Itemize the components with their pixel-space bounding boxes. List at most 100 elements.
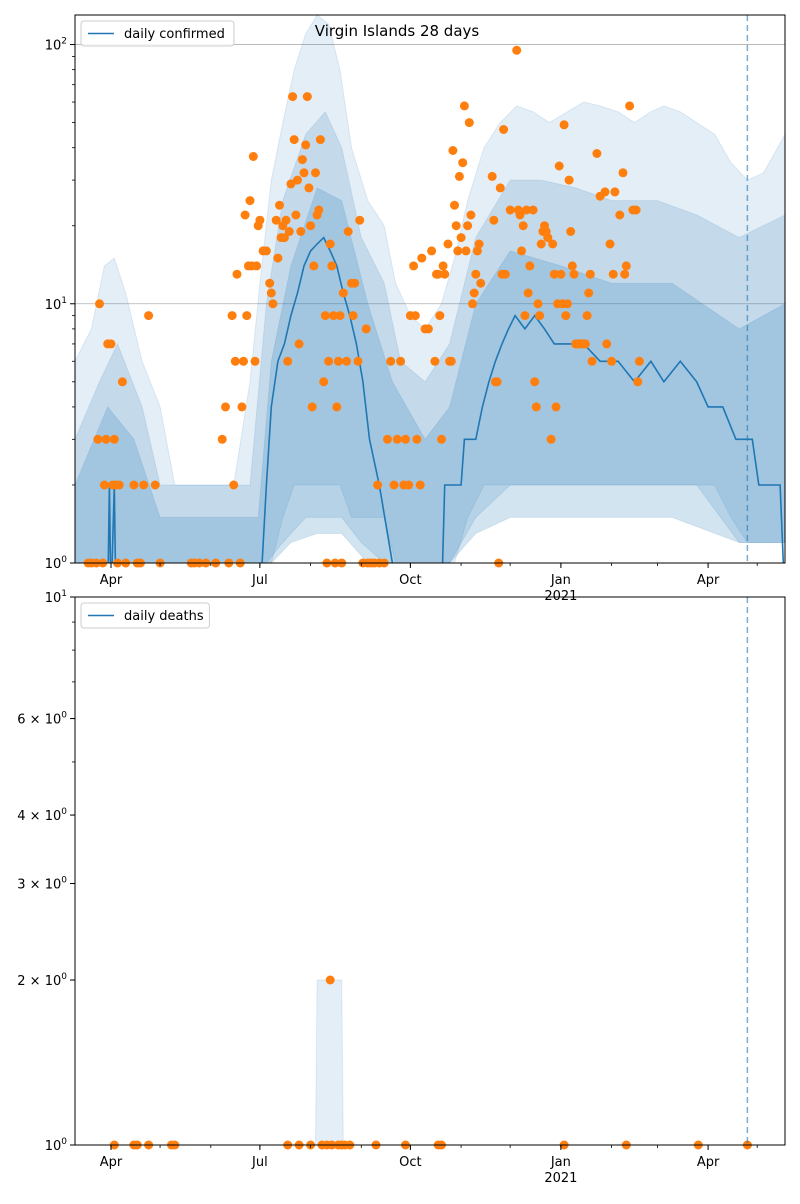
- data-point-194: [562, 299, 572, 309]
- data-point-226: [634, 356, 644, 366]
- y-tick-label-5: 101: [45, 589, 67, 606]
- data-point-141: [454, 171, 464, 181]
- data-point-130: [435, 311, 445, 321]
- data-point-60: [281, 215, 291, 225]
- data-point-40: [242, 311, 252, 321]
- data-point-222: [625, 101, 635, 111]
- data-point-122: [415, 480, 425, 490]
- data-point-213: [602, 339, 612, 349]
- data-point-129: [433, 269, 443, 279]
- data-point-35: [232, 269, 242, 279]
- data-point-173: [525, 261, 535, 271]
- data-point-136: [446, 356, 456, 366]
- data-point-162: [499, 125, 509, 134]
- data-point-103: [361, 324, 371, 334]
- data-point-72: [301, 140, 311, 150]
- data-point-176: [531, 402, 541, 412]
- x-tick-label-0: Apr: [100, 573, 123, 588]
- data-point-77: [309, 261, 319, 271]
- data-point-62: [284, 227, 294, 236]
- data-point-99: [350, 278, 360, 288]
- data-point-48: [255, 215, 265, 225]
- data-point-134: [443, 239, 453, 249]
- y-tick-label-0: 100: [45, 555, 68, 572]
- y-tick-label-4: 6 × 100: [17, 711, 67, 728]
- data-point-219: [618, 168, 628, 178]
- data-point-138: [450, 200, 459, 210]
- data-point-153: [474, 239, 484, 249]
- data-point-206: [582, 311, 592, 321]
- data-point-54: [271, 215, 281, 225]
- data-point-32: [227, 311, 237, 321]
- data-point-52: [266, 288, 276, 298]
- data-point-121: [412, 434, 422, 444]
- data-point-59: [279, 233, 289, 243]
- data-point-4: [95, 299, 104, 309]
- bands-outer: [75, 15, 785, 563]
- y-tick-label-0: 100: [45, 1137, 68, 1154]
- data-point-214: [605, 239, 615, 249]
- data-point-205: [580, 339, 590, 349]
- data-point-190: [556, 269, 566, 279]
- data-point-207: [584, 288, 594, 298]
- data-point-80: [314, 205, 324, 215]
- data-point-126: [427, 246, 437, 256]
- data-point-140: [453, 246, 463, 256]
- data-point-169: [518, 221, 528, 231]
- data-point-209: [587, 356, 597, 366]
- y-tick-label-3: 4 × 100: [17, 807, 67, 824]
- data-point-44: [248, 152, 258, 161]
- data-point-113: [392, 434, 402, 444]
- data-point-220: [620, 269, 630, 279]
- series-line-0: [107, 236, 785, 563]
- data-point-187: [551, 402, 561, 412]
- data-point-145: [461, 246, 471, 256]
- data-point-92: [335, 311, 345, 321]
- data-point-114: [396, 356, 406, 366]
- data-point-107: [373, 480, 383, 490]
- data-point-221: [621, 261, 631, 271]
- data-point-225: [633, 377, 643, 387]
- data-point-78: [311, 168, 320, 178]
- data-point-196: [566, 227, 576, 236]
- data-point-149: [468, 299, 477, 309]
- data-point-111: [386, 356, 396, 366]
- data-point-3: [93, 434, 103, 444]
- data-point-156: [489, 215, 499, 225]
- data-point-132: [438, 261, 448, 271]
- data-point-7: [101, 434, 111, 444]
- data-point-117: [404, 480, 414, 490]
- data-point-67: [293, 175, 302, 185]
- data-point-21: [144, 311, 154, 321]
- data-point-164: [505, 205, 515, 215]
- data-point-87: [327, 261, 337, 271]
- data-point-74: [304, 183, 314, 193]
- data-point-98: [348, 311, 358, 321]
- bands-outer: [314, 979, 344, 1145]
- data-point-142: [456, 233, 466, 243]
- data-point-171: [522, 205, 531, 215]
- data-point-185: [548, 239, 558, 249]
- data-point-66: [291, 210, 301, 220]
- data-point-69: [296, 227, 306, 236]
- data-point-61: [283, 356, 293, 366]
- data-point-186: [549, 269, 559, 279]
- data-point-215: [607, 356, 617, 366]
- data-point-56: [275, 200, 284, 210]
- y-tick-label-2: 102: [45, 37, 67, 54]
- data-point-101: [355, 215, 365, 225]
- plot-area: [75, 15, 785, 563]
- data-point-65: [289, 135, 299, 145]
- data-point-22: [150, 480, 160, 490]
- x-tick-label-3: Jan: [550, 1155, 571, 1170]
- data-point-155: [487, 171, 497, 181]
- data-point-193: [561, 311, 571, 321]
- data-point-68: [294, 339, 304, 349]
- x-tick-label-4: Apr: [697, 573, 720, 588]
- x-tick-label-2: Oct: [399, 573, 421, 588]
- data-point-9: [106, 339, 116, 349]
- data-point-172: [523, 288, 533, 298]
- data-point-50: [261, 246, 271, 256]
